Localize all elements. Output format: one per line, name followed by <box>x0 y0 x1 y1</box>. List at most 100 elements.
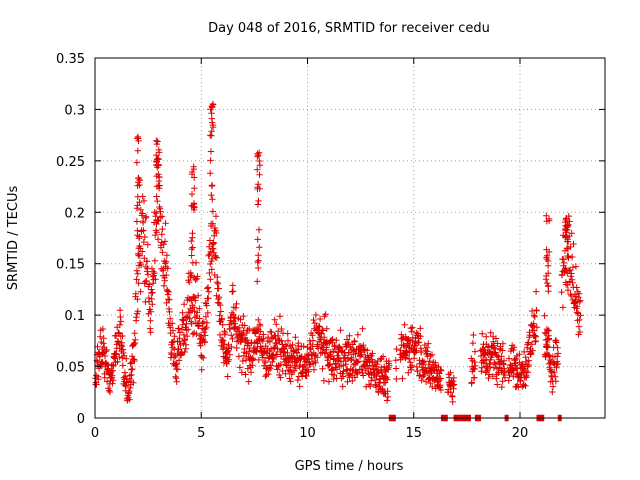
data-point <box>135 244 142 252</box>
data-point <box>417 325 424 332</box>
data-point <box>106 387 113 394</box>
data-point <box>108 368 115 376</box>
data-point <box>208 103 215 110</box>
data-point <box>132 290 139 297</box>
data-point <box>350 361 358 369</box>
data-point <box>420 359 427 367</box>
data-point <box>437 375 444 382</box>
data-point <box>162 258 170 265</box>
data-point <box>119 362 126 369</box>
data-point <box>562 233 569 240</box>
data-point <box>134 308 142 315</box>
data-point <box>344 366 351 373</box>
data-point <box>243 329 250 337</box>
data-point <box>214 273 221 281</box>
data-point <box>568 270 575 277</box>
data-point <box>367 383 374 390</box>
data-point <box>339 383 346 390</box>
data-point <box>175 357 183 364</box>
data-point <box>479 330 486 337</box>
data-point <box>190 165 197 173</box>
data-point <box>266 338 274 346</box>
data-point <box>512 362 519 369</box>
data-point <box>254 184 261 191</box>
data-point <box>450 377 457 385</box>
data-point <box>134 232 141 239</box>
data-point <box>349 377 356 385</box>
data-point <box>419 373 427 380</box>
data-point <box>472 362 479 370</box>
data-point <box>130 356 138 363</box>
data-point <box>310 316 317 324</box>
data-point <box>117 318 125 325</box>
data-point <box>325 378 333 385</box>
data-point <box>191 308 198 315</box>
data-point <box>172 373 179 380</box>
data-point <box>144 241 151 248</box>
data-point <box>354 359 361 366</box>
data-point <box>241 322 248 329</box>
data-point <box>532 333 539 340</box>
data-point <box>116 353 123 361</box>
data-point <box>209 123 217 131</box>
data-point <box>437 386 445 394</box>
data-point <box>117 313 124 321</box>
data-point <box>346 332 353 339</box>
data-point <box>162 220 169 227</box>
data-point <box>492 335 500 342</box>
data-point <box>398 331 405 338</box>
data-point <box>490 342 498 349</box>
data-point <box>333 337 340 344</box>
x-tick-label: 10 <box>299 426 316 441</box>
data-point <box>197 342 204 349</box>
data-point <box>143 277 150 285</box>
data-point <box>143 258 151 265</box>
data-point <box>139 210 146 217</box>
axis-ticks: 0 0.05 0.1 0.15 0.2 0.25 0.3 0.35 0 5 10 15 20 <box>56 52 605 441</box>
y-tick-label: 0.25 <box>56 155 85 170</box>
data-point <box>153 193 160 200</box>
data-point <box>564 226 571 233</box>
data-point <box>226 351 233 358</box>
data-point <box>310 366 318 373</box>
data-point <box>533 307 540 314</box>
data-point <box>351 374 359 381</box>
data-point <box>169 327 177 334</box>
data-point <box>517 377 524 385</box>
data-point <box>566 266 574 274</box>
data-point <box>378 385 386 392</box>
data-point <box>306 346 314 353</box>
data-point <box>207 157 214 164</box>
data-point <box>189 244 196 251</box>
data-point <box>153 158 160 166</box>
data-point <box>194 309 201 316</box>
data-point <box>190 274 198 282</box>
data-point <box>241 345 248 353</box>
data-point <box>379 386 386 393</box>
data-point <box>524 369 532 376</box>
data-point <box>156 203 163 211</box>
data-point <box>379 353 387 360</box>
data-point <box>303 372 310 380</box>
data-point <box>483 333 490 340</box>
data-point <box>549 388 556 396</box>
data-point <box>449 392 456 400</box>
data-point <box>554 344 561 351</box>
data-point <box>319 327 327 334</box>
data-point <box>235 324 243 332</box>
data-point <box>209 196 216 203</box>
data-point <box>126 387 133 395</box>
data-point <box>118 342 126 350</box>
data-point <box>492 361 499 368</box>
data-point <box>282 370 289 377</box>
data-point <box>384 393 392 401</box>
data-point <box>217 301 224 309</box>
data-point <box>202 313 210 320</box>
data-point <box>559 304 567 311</box>
data-point <box>225 356 232 363</box>
data-point <box>305 368 312 375</box>
data-point <box>283 343 290 350</box>
data-point <box>564 238 572 245</box>
data-point <box>146 281 153 288</box>
data-point <box>337 327 344 334</box>
